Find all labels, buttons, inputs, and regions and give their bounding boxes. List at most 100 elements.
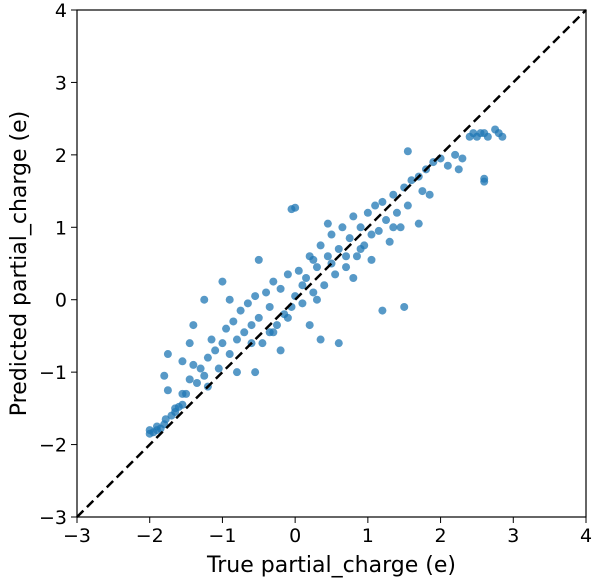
data-point bbox=[498, 132, 507, 141]
y-tick-label: 4 bbox=[55, 0, 67, 22]
data-point bbox=[323, 252, 332, 261]
data-point bbox=[251, 292, 260, 301]
data-point bbox=[371, 201, 380, 210]
data-point bbox=[320, 281, 329, 290]
data-point bbox=[218, 277, 227, 286]
plot-frame bbox=[76, 9, 587, 518]
data-point bbox=[145, 426, 154, 435]
data-point bbox=[378, 306, 387, 315]
data-point bbox=[342, 252, 351, 261]
data-point bbox=[403, 147, 412, 156]
data-point bbox=[196, 364, 205, 373]
data-point bbox=[342, 263, 351, 272]
data-point bbox=[247, 321, 256, 330]
data-point bbox=[185, 339, 194, 348]
data-point bbox=[152, 422, 161, 431]
data-point bbox=[483, 132, 492, 141]
data-point bbox=[251, 368, 260, 377]
data-point bbox=[316, 241, 325, 250]
data-point bbox=[265, 302, 274, 311]
data-point bbox=[352, 252, 361, 261]
x-axis-label: True partial_charge (e) bbox=[206, 553, 456, 578]
data-point bbox=[349, 212, 358, 221]
data-point bbox=[283, 313, 292, 322]
data-point bbox=[178, 400, 187, 409]
data-point bbox=[240, 328, 249, 337]
data-point bbox=[400, 302, 409, 311]
data-point bbox=[396, 223, 405, 232]
data-point bbox=[334, 245, 343, 254]
data-point bbox=[254, 313, 263, 322]
data-point bbox=[298, 281, 307, 290]
data-point bbox=[283, 270, 292, 279]
data-point bbox=[392, 208, 401, 217]
x-tick-label: 2 bbox=[435, 525, 447, 547]
data-point bbox=[345, 234, 354, 243]
data-point bbox=[222, 324, 231, 333]
y-tick-label: −3 bbox=[39, 507, 67, 529]
data-point bbox=[161, 415, 170, 424]
y-tick-label: 1 bbox=[55, 217, 67, 239]
y-tick-label: 3 bbox=[55, 72, 67, 94]
data-point bbox=[382, 216, 391, 225]
data-point bbox=[374, 226, 383, 235]
data-point bbox=[262, 288, 271, 297]
data-point bbox=[178, 389, 187, 398]
data-point bbox=[236, 306, 245, 315]
data-point bbox=[312, 263, 321, 272]
data-point bbox=[367, 230, 376, 239]
data-point bbox=[367, 255, 376, 264]
data-point bbox=[254, 255, 263, 264]
data-point bbox=[189, 321, 198, 330]
data-point bbox=[338, 223, 347, 232]
data-point bbox=[349, 273, 358, 282]
data-point bbox=[407, 176, 416, 185]
data-point bbox=[265, 328, 274, 337]
data-point bbox=[225, 350, 234, 359]
data-point bbox=[418, 187, 427, 196]
data-point bbox=[225, 295, 234, 304]
reference-line bbox=[76, 9, 587, 518]
data-point bbox=[363, 208, 372, 217]
data-point bbox=[480, 177, 489, 186]
data-point bbox=[425, 190, 434, 199]
data-point bbox=[232, 335, 241, 344]
data-point bbox=[389, 223, 398, 232]
data-point bbox=[305, 321, 314, 330]
data-point bbox=[414, 219, 423, 228]
data-point bbox=[232, 368, 241, 377]
data-point bbox=[269, 277, 278, 286]
data-point bbox=[385, 237, 394, 246]
data-point bbox=[287, 205, 296, 214]
y-tick-label: 2 bbox=[55, 145, 67, 167]
data-point bbox=[356, 245, 365, 254]
data-point bbox=[163, 350, 172, 359]
data-point bbox=[403, 201, 412, 210]
data-point bbox=[302, 273, 311, 282]
data-point bbox=[356, 223, 365, 232]
x-tick-label: 3 bbox=[507, 525, 519, 547]
y-tick-label: 0 bbox=[55, 290, 67, 312]
data-point bbox=[189, 360, 198, 369]
data-point bbox=[334, 339, 343, 348]
x-tick-label: −3 bbox=[63, 525, 91, 547]
data-point bbox=[218, 339, 227, 348]
data-point bbox=[309, 255, 318, 264]
data-point bbox=[192, 379, 201, 388]
points-layer bbox=[145, 125, 507, 438]
data-point bbox=[214, 364, 223, 373]
data-point bbox=[211, 346, 220, 355]
data-point bbox=[163, 386, 172, 395]
data-point bbox=[443, 161, 452, 170]
data-point bbox=[451, 150, 460, 159]
y-axis-label: Predicted partial_charge (e) bbox=[7, 111, 32, 416]
data-point bbox=[312, 295, 321, 304]
data-point bbox=[294, 266, 303, 275]
data-point bbox=[203, 353, 212, 362]
x-tick-label: −2 bbox=[136, 525, 164, 547]
data-point bbox=[323, 219, 332, 228]
data-point bbox=[378, 197, 387, 206]
data-point bbox=[298, 299, 307, 308]
data-point bbox=[309, 288, 318, 297]
